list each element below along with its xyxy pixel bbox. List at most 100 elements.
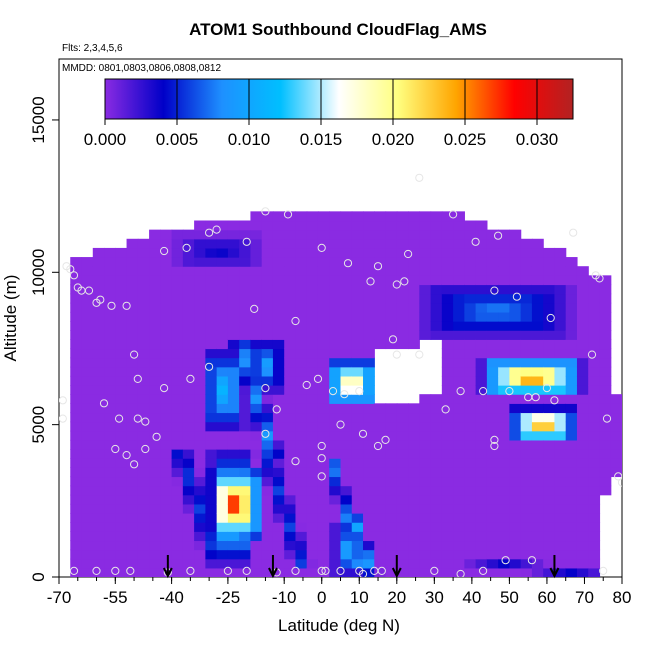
heatmap-cell [441,211,454,222]
heatmap-cell [227,321,240,331]
heatmap-cell [250,275,263,286]
heatmap-cell [531,421,544,432]
heatmap-cell [182,385,195,395]
heatmap-cell [486,394,499,404]
heatmap-cell [396,449,409,459]
heatmap-cell [317,229,330,240]
heatmap-cell [351,229,364,240]
heatmap-cell [554,467,567,478]
heatmap-cell [160,485,173,496]
heatmap-cell [464,540,477,551]
sample-point [531,393,540,402]
heatmap-cell [396,439,409,450]
heatmap-cell [227,302,240,313]
heatmap-cell [126,385,139,395]
heatmap-cell [160,293,173,304]
heatmap-cell [441,339,454,350]
heatmap-cell [576,330,589,340]
heatmap-cell [329,321,342,331]
heatmap-cell [340,220,353,231]
heatmap-cell [317,247,330,258]
heatmap-cell [171,522,184,532]
heatmap-cell [272,385,285,395]
heatmap-cell [317,330,330,340]
heatmap-cell [160,238,173,249]
heatmap-cell [374,549,387,560]
heatmap-cell [295,485,308,496]
heatmap-cell [284,366,297,377]
sample-point [69,271,79,280]
heatmap-cell [171,476,184,487]
heatmap-cell [250,421,263,432]
heatmap-cell [498,412,510,423]
heatmap-cell [227,485,240,496]
sample-point [59,396,67,405]
heatmap-cell [306,430,319,441]
heatmap-cell [464,522,477,532]
heatmap-cell [543,330,556,340]
heatmap-cell [441,220,454,231]
heatmap-cell [475,375,488,386]
heatmap-cell [261,293,274,304]
heatmap-cell [81,421,94,432]
heatmap-cell [182,330,195,340]
heatmap-cell [149,302,161,313]
heatmap-cell [363,467,375,478]
heatmap-cell [498,522,510,532]
heatmap-cell [408,403,420,414]
heatmap-cell [441,275,454,286]
heatmap-cell [396,257,409,267]
heatmap-cell [441,375,454,386]
heatmap-cell [498,275,510,286]
heatmap-cell [137,311,150,322]
heatmap-cell [453,220,465,231]
heatmap-cell [70,302,83,313]
heatmap-cell [194,531,206,542]
heatmap-cell [137,375,150,386]
heatmap-cell [317,339,330,350]
heatmap-cell [126,558,139,569]
heatmap-cell [182,293,195,304]
heatmap-cell [351,284,364,295]
heatmap-cell [599,366,612,377]
heatmap-cell [284,476,297,487]
heatmap-cell [171,467,184,478]
x-axis-label: Latitude (deg N) [278,616,400,635]
sample-point [415,350,424,359]
heatmap-cell [126,311,139,322]
heatmap-cell [531,485,544,496]
heatmap-cell [104,247,116,258]
heatmap-cell [363,321,375,331]
heatmap-cell [182,321,195,331]
heatmap-cell [261,321,274,331]
heatmap-cell [396,266,409,276]
heatmap-cell [464,549,477,560]
heatmap-cell [396,238,409,249]
heatmap-cell [137,284,150,295]
heatmap-cell [363,293,375,304]
heatmap-cell [115,321,128,331]
heatmap-cell [498,531,510,542]
heatmap-cell [531,339,544,350]
heatmap-cell [329,238,342,249]
heatmap-cell [70,394,83,404]
heatmap-cell [486,284,499,295]
heatmap-cell [408,257,420,267]
sample-point [340,390,349,399]
heatmap-cell [520,238,533,249]
heatmap-cell [250,412,263,423]
heatmap-cell [126,366,139,377]
heatmap-cell [250,339,263,350]
sample-point [392,280,401,289]
y-axis-label: Altitude (m) [1,275,20,362]
heatmap-cell [160,403,173,414]
heatmap-cell [250,531,263,542]
heatmap-cell [464,330,477,340]
heatmap-cell [261,302,274,313]
heatmap-cell [171,348,184,359]
heatmap-cell [205,458,218,468]
heatmap-cell [182,403,195,414]
heatmap-cell [554,485,567,496]
heatmap-cell [363,503,375,514]
heatmap-cell [70,284,83,295]
